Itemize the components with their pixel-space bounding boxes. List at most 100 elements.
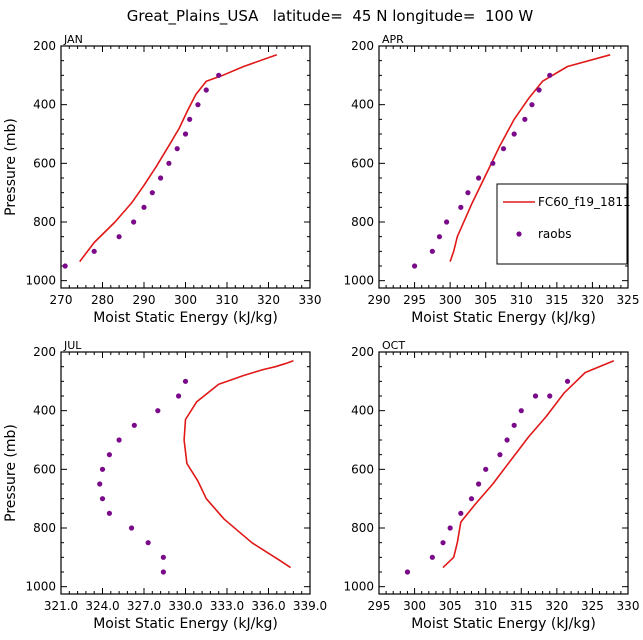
raobs-point: [116, 234, 122, 240]
raobs-point: [518, 408, 524, 414]
raobs-point: [476, 175, 482, 181]
x-tick-label: 315: [545, 293, 568, 307]
x-tick-label: 325: [617, 293, 640, 307]
panel-jul: JUL 321.0 324.0 327.0 330.0 333.0 336.0 339.0 20…: [3, 339, 327, 632]
raobs-point: [522, 116, 528, 122]
y-tick-label: 600: [351, 156, 374, 170]
y-tick-label: 1000: [25, 274, 56, 288]
x-tick-label: 295: [368, 599, 391, 613]
x-tick-label: 330.0: [168, 599, 202, 613]
raobs-point: [187, 116, 193, 122]
raobs-point: [195, 102, 201, 108]
raobs-point: [174, 146, 180, 152]
x-axis-title: Moist Static Energy (kJ/kg): [93, 616, 278, 632]
raobs-point: [436, 234, 443, 240]
x-tick-label: 310: [216, 293, 239, 307]
raobs-point: [504, 437, 510, 443]
y-tick-label: 1000: [343, 580, 374, 594]
model-line-jan: [79, 54, 278, 263]
panel-jan: JAN 270 280 290 300 310 320 330 200 400 600 800 1000…: [3, 33, 321, 326]
x-tick-label: 305: [439, 599, 462, 613]
x-tick-label: 324.0: [85, 599, 119, 613]
raobs-point: [155, 408, 161, 414]
raobs-point: [500, 146, 507, 152]
raobs-point: [149, 190, 155, 196]
x-tick-label: 300: [403, 599, 426, 613]
panel-label: OCT: [382, 339, 405, 352]
legend-raobs-swatch: [516, 231, 522, 237]
raobs-point: [128, 525, 135, 531]
panel-label: JUL: [63, 339, 82, 352]
panel-oct: OCT 295 300 305 310 315 320 325 330 200 400 600 800 1…: [343, 339, 639, 632]
x-tick-label: 280: [91, 293, 114, 307]
panel-label: JAN: [63, 33, 83, 46]
y-tick-label: 800: [351, 521, 374, 535]
raobs-point: [404, 569, 411, 575]
x-tick-label: 270: [50, 293, 73, 307]
x-tick-label: 330: [299, 293, 322, 307]
plot-frame: [60, 45, 311, 289]
raobs-point: [141, 204, 147, 210]
x-tick-label: 300: [174, 293, 197, 307]
x-tick-label: 310: [474, 599, 497, 613]
raobs-point: [145, 540, 151, 546]
raobs-point: [91, 248, 97, 254]
raobs-point: [216, 72, 222, 78]
raobs-point: [106, 510, 113, 516]
raobs-point: [158, 175, 164, 181]
raobs-point: [131, 219, 137, 225]
x-axis-title: Moist Static Energy (kJ/kg): [93, 310, 278, 326]
raobs-point: [429, 554, 435, 560]
y-tick-label: 800: [33, 521, 56, 535]
x-tick-label: 290: [133, 293, 156, 307]
raobs-point: [511, 422, 517, 428]
raobs-point: [547, 393, 553, 399]
y-axis-title: Pressure (mb): [3, 118, 19, 216]
y-tick-label: 600: [33, 156, 56, 170]
y-tick-label: 800: [351, 215, 374, 229]
plot-frame: [378, 45, 629, 289]
legend-model-label: FC60_f19_1811: [538, 195, 631, 209]
x-tick-label: 310: [510, 293, 533, 307]
raobs-point: [476, 481, 482, 487]
figure-title: Great_Plains_USA latitude= 45 N longitud…: [127, 7, 534, 26]
raobs-point: [536, 87, 542, 93]
raobs-point: [411, 263, 418, 269]
raobs-point: [99, 496, 106, 502]
x-tick-label: 295: [403, 293, 426, 307]
x-tick-label: 315: [510, 599, 533, 613]
raobs-point: [547, 72, 553, 78]
model-line-oct: [442, 360, 615, 569]
raobs-point: [116, 437, 122, 443]
raobs-point: [443, 219, 450, 225]
raobs-point: [440, 540, 446, 546]
y-tick-label: 600: [33, 462, 56, 476]
raobs-point: [106, 452, 113, 458]
y-tick-label: 600: [351, 462, 374, 476]
raobs-point: [97, 481, 103, 487]
model-line-jul: [183, 360, 294, 569]
x-tick-label: 320: [581, 293, 604, 307]
x-tick-label: 336.0: [251, 599, 285, 613]
raobs-point: [447, 525, 453, 531]
raobs-point: [458, 510, 464, 516]
x-tick-label: 339.0: [293, 599, 327, 613]
plot-frame: [378, 351, 629, 595]
raobs-point: [529, 102, 535, 108]
x-tick-label: 325: [581, 599, 604, 613]
legend-raobs-label: raobs: [538, 227, 572, 241]
x-tick-label: 320: [545, 599, 568, 613]
x-tick-label: 300: [439, 293, 462, 307]
raobs-point: [62, 263, 68, 269]
x-axis-title: Moist Static Energy (kJ/kg): [411, 616, 596, 632]
raobs-point: [166, 160, 172, 166]
x-tick-label: 330: [617, 599, 640, 613]
x-tick-label: 290: [368, 293, 391, 307]
panel-apr: APR 290 295 300 305 310 315 320 325 200 400 600 800 1…: [343, 33, 639, 326]
panels: JAN 270 280 290 300 310 320 330 200 400 600 800 1000…: [3, 33, 639, 632]
raobs-point: [465, 190, 471, 196]
x-tick-label: 320: [257, 293, 280, 307]
raobs-point: [458, 204, 464, 210]
